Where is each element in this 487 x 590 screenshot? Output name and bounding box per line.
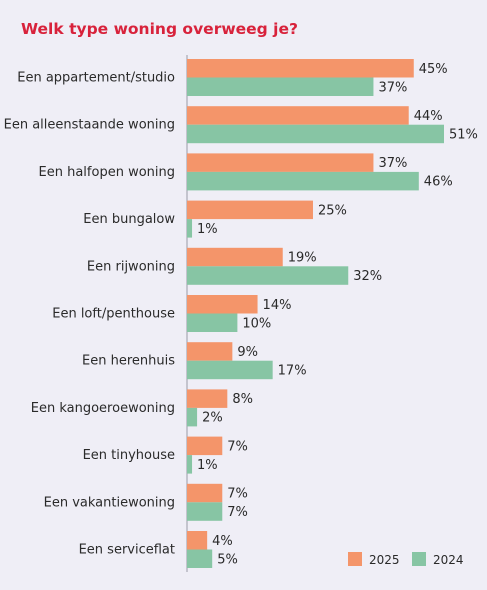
data-label-2025: 37% [378,156,407,171]
data-label-2025: 19% [288,251,317,266]
bar-2024-5 [187,313,238,332]
bar-2025-4 [187,247,283,267]
bar-2024-2 [187,171,419,191]
bar-2025-3 [187,200,313,220]
bar-2025-0 [187,59,414,78]
bar-2024-8 [187,455,193,474]
category-label: Een halfopen woning [39,165,175,180]
bar-2024-7 [187,407,198,427]
bar-2024-3 [187,219,193,238]
bar-2024-4 [187,266,349,285]
data-label-2024: 37% [378,80,407,95]
bar-2025-9 [187,483,223,503]
category-label: Een appartement/studio [17,71,175,86]
data-label-2025: 14% [263,298,292,313]
data-label-2025: 4% [212,534,233,549]
data-label-2024: 1% [197,222,218,237]
category-label: Een vakantiewoning [44,495,175,510]
data-label-2024: 10% [242,316,271,331]
bar-2025-7 [187,389,228,408]
data-label-2024: 51% [449,127,478,142]
data-label-2025: 45% [419,62,448,77]
bar-2024-0 [187,77,374,96]
legend-swatch-2025 [348,552,362,566]
category-label: Een serviceflat [79,543,175,558]
bar-2025-6 [187,342,233,361]
legend-label-2024: 2024 [433,553,464,567]
data-label-2024: 5% [217,552,238,567]
data-label-2025: 7% [227,439,248,454]
data-label-2024: 1% [197,458,218,473]
bar-2024-6 [187,360,273,380]
bar-2024-9 [187,502,223,521]
data-label-2025: 9% [237,345,258,360]
data-label-2025: 44% [414,109,443,124]
category-label: Een bungalow [83,212,175,227]
category-label: Een loft/penthouse [52,307,175,322]
category-label: Een rijwoning [87,259,175,274]
bar-2025-8 [187,436,223,456]
data-label-2024: 2% [202,411,223,426]
data-label-2024: 46% [424,175,453,190]
data-label-2025: 25% [318,203,347,218]
legend-label-2025: 2025 [369,553,400,567]
bar-2025-1 [187,106,409,125]
bar-2025-5 [187,295,258,314]
bar-2025-2 [187,153,374,172]
legend-swatch-2024 [412,552,426,566]
data-label-2024: 17% [278,363,307,378]
category-label: Een herenhuis [82,354,175,369]
data-label-2024: 32% [353,269,382,284]
category-label: Een kangoeroewoning [31,401,175,416]
bar-2025-10 [187,531,208,550]
category-label: Een tinyhouse [83,448,175,463]
bar-2024-10 [187,549,213,568]
data-label-2024: 7% [227,505,248,520]
bar-2024-1 [187,124,444,144]
chart-title: Welk type woning overweeg je? [21,20,298,38]
data-label-2025: 8% [232,392,253,407]
category-label: Een alleenstaande woning [4,118,175,133]
data-label-2025: 7% [227,487,248,502]
